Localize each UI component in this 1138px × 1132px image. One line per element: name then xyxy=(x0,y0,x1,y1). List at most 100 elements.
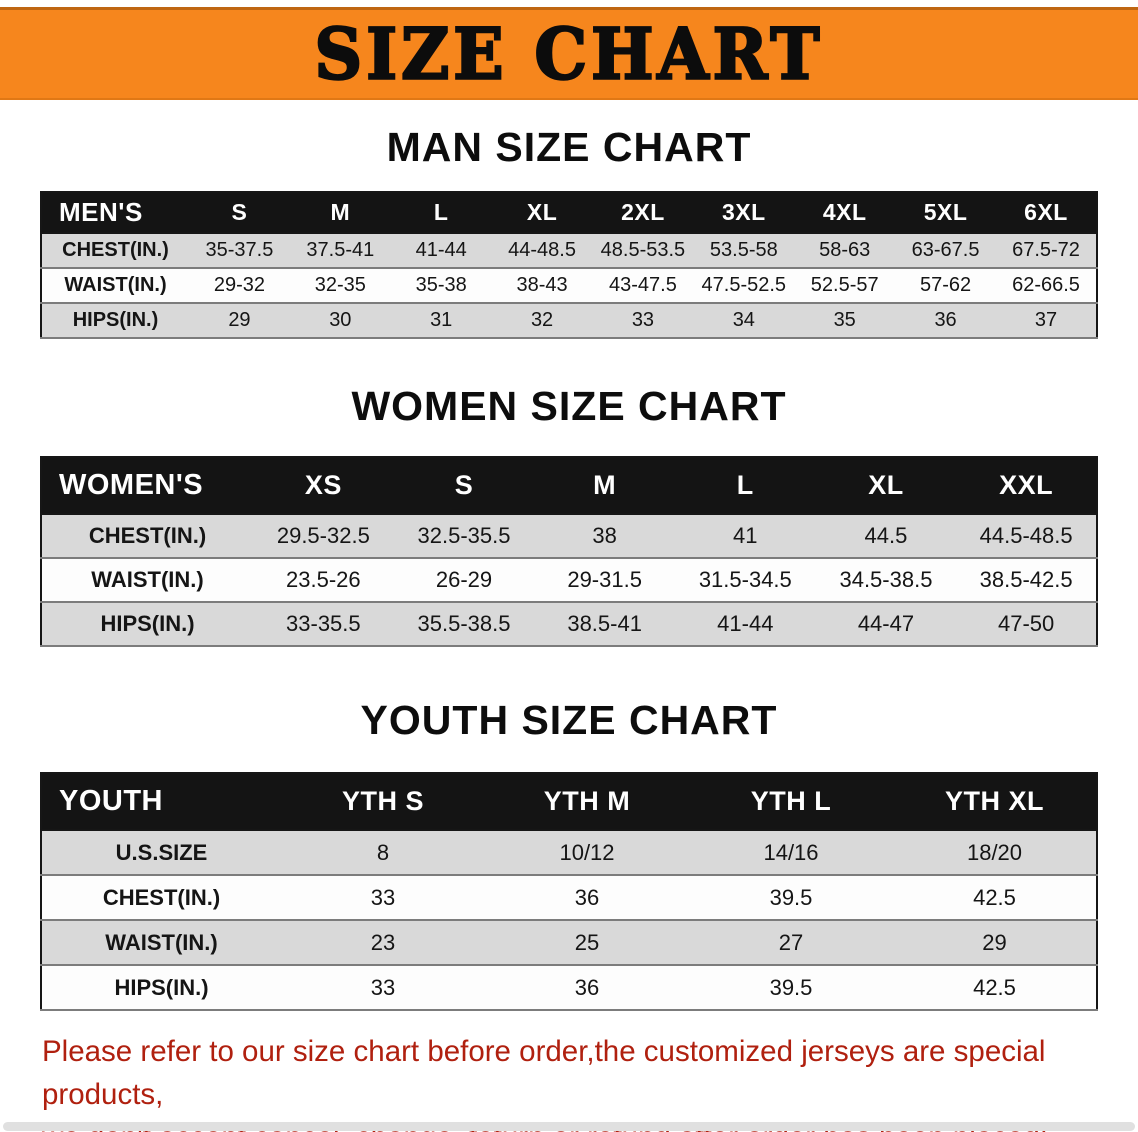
measurement-row: U.S.SIZE 8 10/12 14/16 18/20 xyxy=(41,830,1097,876)
measurement-value: 33-35.5 xyxy=(286,611,361,637)
measurement-value: 33 xyxy=(370,974,396,1000)
header-row: YOUTH YTH S YTH M YTH L YTH XL xyxy=(41,773,1097,832)
measurement-row: CHEST(IN.) 29.5-32.5 32.5-35.5 38 41 44.5 44.5… xyxy=(41,514,1097,559)
size-header-cell: S xyxy=(189,192,290,235)
size-header-cell: L xyxy=(390,192,492,235)
measurement-value: 32 xyxy=(530,309,554,332)
size-header-cell: 4XL xyxy=(794,192,896,235)
measurement-value: 14/16 xyxy=(763,839,819,865)
measurement-label: CHEST(IN.) xyxy=(102,884,221,910)
measurement-value: 37 xyxy=(1034,309,1058,332)
measurement-value: 34.5-38.5 xyxy=(839,567,933,593)
measurement-row: WAIST(IN.) 23 25 27 29 xyxy=(41,920,1097,966)
size-header-cell: 6XL xyxy=(996,192,1097,235)
measurement-value: 63-67.5 xyxy=(911,239,980,262)
measurement-value: 41-44 xyxy=(415,239,467,262)
men-size-table: MEN'S S M L XL 2XL 3XL 4XL 5XL 6XL CHEST(IN.) 35-37… xyxy=(40,191,1098,340)
notice-line-1: Please refer to our size chart before or… xyxy=(42,1035,1046,1112)
size-header-cell: YTH S xyxy=(281,773,485,832)
measurement-value: 30 xyxy=(329,309,352,332)
measurement-value: 43-47.5 xyxy=(609,274,677,297)
order-notice: Please refer to our size chart before or… xyxy=(42,1031,1096,1132)
size-header-cell: XS xyxy=(253,457,394,516)
size-header-cell: M xyxy=(289,192,391,235)
size-header-cell: YTH L xyxy=(689,773,893,832)
measurement-value: 35-38 xyxy=(415,274,467,297)
measurement-row: CHEST(IN.) 33 36 39.5 42.5 xyxy=(41,875,1097,921)
measurement-value: 23.5-26 xyxy=(286,567,361,593)
measurement-value: 29.5-32.5 xyxy=(276,523,370,549)
measurement-value: 32.5-35.5 xyxy=(417,523,511,549)
size-header-cell: YTH XL xyxy=(893,773,1097,832)
table-title-cell: YOUTH xyxy=(41,773,281,832)
youth-size-section: YOUTH SIZE CHART YOUTH YTH S YTH M YTH L YTH… xyxy=(0,697,1138,1012)
size-header-cell: L xyxy=(674,457,816,516)
measurement-value: 18/20 xyxy=(966,839,1023,865)
table-title-cell: MEN'S xyxy=(41,192,189,235)
measurement-value: 38-43 xyxy=(516,274,568,297)
measurement-value: 38.5-41 xyxy=(567,611,642,637)
size-header-cell: YTH M xyxy=(485,773,689,832)
size-header-cell: 5XL xyxy=(895,192,996,235)
size-header-cell: XL xyxy=(491,192,593,235)
measurement-value: 42.5 xyxy=(973,974,1016,1000)
measurement-value: 44-48.5 xyxy=(508,239,576,262)
measurement-value: 29-31.5 xyxy=(567,567,642,593)
measurement-value: 29-32 xyxy=(213,274,266,297)
measurement-label: WAIST(IN.) xyxy=(64,274,167,297)
measurement-value: 38.5-42.5 xyxy=(979,567,1073,593)
measurement-value: 38 xyxy=(592,523,617,549)
measurement-value: 23 xyxy=(370,929,396,955)
measurement-value: 32-35 xyxy=(314,274,366,297)
measurement-value: 39.5 xyxy=(769,884,813,910)
measurement-value: 67.5-72 xyxy=(1012,239,1080,262)
measurement-label: HIPS(IN.) xyxy=(72,309,159,332)
men-size-section: MAN SIZE CHART MEN'S S M L XL 2XL 3XL 4XL 5XL 6XL… xyxy=(0,124,1138,340)
measurement-value: 47-50 xyxy=(998,611,1055,637)
header-row: WOMEN'S XS S M L XL XXL xyxy=(41,457,1097,516)
measurement-value: 10/12 xyxy=(559,839,615,865)
measurement-label: HIPS(IN.) xyxy=(114,974,209,1000)
measurement-value: 57-62 xyxy=(919,274,972,297)
women-section-heading: WOMEN SIZE CHART xyxy=(351,383,787,430)
measurement-label: U.S.SIZE xyxy=(115,839,208,865)
measurement-value: 27 xyxy=(778,929,804,955)
size-header-cell: 3XL xyxy=(693,192,795,235)
measurement-row: CHEST(IN.) 35-37.5 37.5-41 41-44 44-48.5 48.5… xyxy=(41,233,1097,269)
measurement-row: HIPS(IN.) 33-35.5 35.5-38.5 38.5-41 41-44 44-… xyxy=(41,602,1097,647)
measurement-value: 47.5-52.5 xyxy=(701,274,787,297)
youth-section-heading: YOUTH SIZE CHART xyxy=(360,697,778,744)
measurement-value: 36 xyxy=(934,309,957,332)
measurement-value: 8 xyxy=(376,839,390,865)
measurement-value: 36 xyxy=(574,974,600,1000)
measurement-label: CHEST(IN.) xyxy=(62,239,169,262)
measurement-value: 34 xyxy=(732,309,755,332)
measurement-value: 42.5 xyxy=(973,884,1016,910)
page-title: SIZE CHART xyxy=(313,12,824,95)
measurement-value: 53.5-58 xyxy=(709,239,778,262)
measurement-value: 58-63 xyxy=(819,239,871,262)
measurement-value: 37.5-41 xyxy=(306,239,375,262)
measurement-label: WAIST(IN.) xyxy=(91,567,204,593)
measurement-value: 44.5-48.5 xyxy=(979,523,1073,549)
women-size-table: WOMEN'S XS S M L XL XXL CHEST(IN.) 29.5-32.5 32.5… xyxy=(40,456,1098,648)
header-row: MEN'S S M L XL 2XL 3XL 4XL 5XL 6XL xyxy=(41,192,1097,235)
measurement-value: 29 xyxy=(228,309,251,332)
measurement-value: 29 xyxy=(982,929,1007,955)
size-header-cell: 2XL xyxy=(592,192,694,235)
measurement-value: 41 xyxy=(733,523,758,549)
measurement-value: 44-47 xyxy=(857,611,915,637)
measurement-value: 52.5-57 xyxy=(810,274,879,297)
size-header-cell: XL xyxy=(815,457,957,516)
bottom-scrollbar xyxy=(3,1122,1135,1131)
measurement-row: WAIST(IN.) 29-32 32-35 35-38 38-43 43-47.5 47.… xyxy=(41,268,1097,304)
measurement-label: HIPS(IN.) xyxy=(100,611,195,637)
youth-size-table: YOUTH YTH S YTH M YTH L YTH XL U.S.SIZE 8 10/12… xyxy=(40,772,1098,1012)
women-size-section: WOMEN SIZE CHART WOMEN'S XS S M L XL XXL CHEST(… xyxy=(0,383,1138,648)
measurement-row: WAIST(IN.) 23.5-26 26-29 29-31.5 31.5-34.5 34… xyxy=(41,558,1097,603)
measurement-value: 62-66.5 xyxy=(1012,274,1080,297)
measurement-value: 36 xyxy=(574,884,600,910)
measurement-value: 44.5 xyxy=(864,523,908,549)
measurement-value: 35-37.5 xyxy=(205,239,274,262)
